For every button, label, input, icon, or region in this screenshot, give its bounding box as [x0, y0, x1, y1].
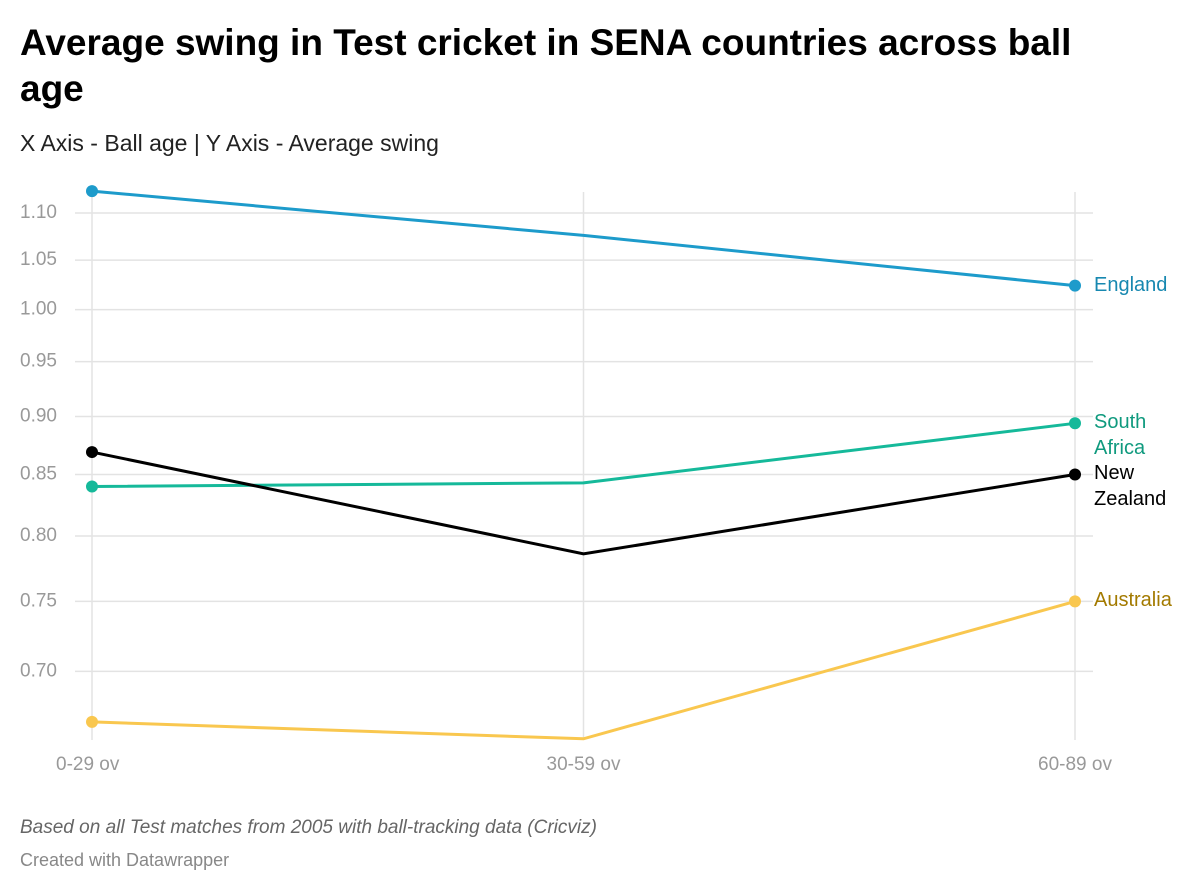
chart: 0.70 0.75 0.80 0.85 0.90 0.95 1.00 1.05 1.10 0-29…	[20, 185, 1112, 775]
y-tick-label: 1.10	[20, 202, 57, 223]
series-label: South Africa	[1094, 411, 1147, 460]
series-point	[1069, 279, 1081, 292]
series-point	[86, 185, 98, 198]
series-point	[86, 480, 98, 493]
series-label: England	[1094, 273, 1168, 296]
x-tick-label: 0-29 ov	[56, 754, 120, 775]
series-point	[1069, 468, 1081, 481]
y-tick-label: 0.90	[20, 406, 57, 427]
y-tick-label: 0.80	[20, 525, 57, 546]
y-tick-label: 0.85	[20, 464, 57, 485]
series-line	[91, 599, 1076, 741]
chart-notes: Based on all Test matches from 2005 with…	[20, 817, 597, 838]
chart-title: Average swing in Test cricket in SENA co…	[20, 22, 1072, 109]
y-tick-label: 0.70	[20, 660, 57, 681]
chart-credit: Created with Datawrapper	[20, 850, 230, 870]
x-tick-label: 60-89 ov	[1038, 754, 1112, 775]
series-line	[91, 189, 1076, 288]
series-label: Australia	[1094, 589, 1172, 612]
series-point	[86, 715, 98, 728]
x-tick-label: 30-59 ov	[547, 754, 621, 775]
y-tick-label: 0.75	[20, 590, 57, 611]
y-tick-label: 1.05	[20, 249, 57, 270]
series-line	[91, 450, 1076, 556]
series-point	[1069, 417, 1081, 430]
series-label: New Zealand	[1094, 462, 1167, 511]
chart-subtitle: X Axis - Ball age | Y Axis - Average swi…	[20, 130, 439, 156]
y-tick-label: 0.95	[20, 351, 57, 372]
y-tick-label: 1.00	[20, 299, 57, 320]
series-point	[1069, 595, 1081, 608]
series-point	[86, 446, 98, 459]
